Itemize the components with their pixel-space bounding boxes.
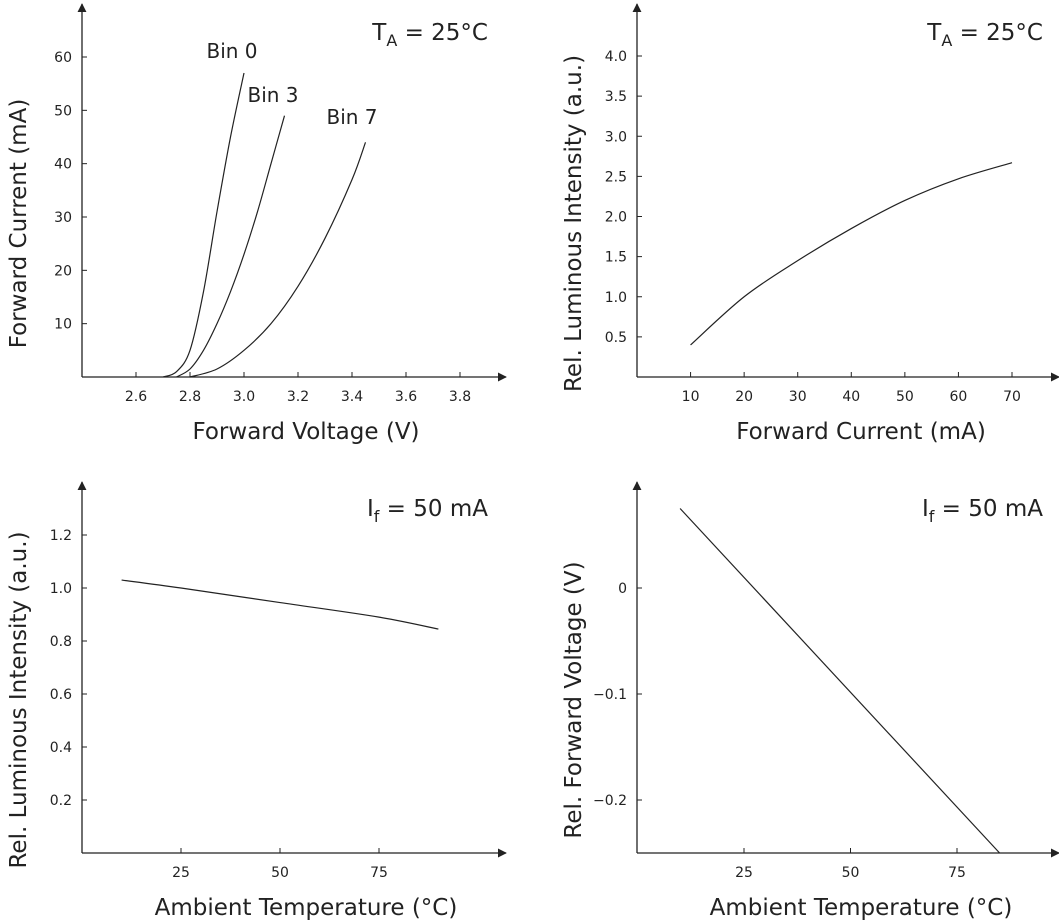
- y-tick-label: 1.0: [605, 290, 627, 306]
- x-tick-label: 60: [950, 389, 968, 405]
- y-tick-label: 1.5: [605, 250, 627, 266]
- y-tick-label: 10: [54, 317, 72, 333]
- chart-panel-4: 25 50 75 −0.2 −0.1 0 Ambient Temperature (°C) R…: [561, 481, 1059, 921]
- chart-panel-3: 25 50 75 0.2 0.4 0.6 0.8 1.0 1.2 Ambient Temperat…: [6, 481, 507, 921]
- x-axis-label: Ambient Temperature (°C): [710, 895, 1013, 921]
- y-tick-label: 0: [618, 581, 627, 597]
- y-tick-label: 4.0: [605, 49, 627, 65]
- y-tick-label: 0.5: [605, 330, 627, 346]
- chart-panel-1: 2.6 2.8 3.0 3.2 3.4 3.6 3.8 10 20 30 40 50 60 Forward…: [6, 3, 507, 445]
- y-tick-label: −0.2: [593, 793, 627, 809]
- y-axis-label: Rel. Luminous Intensity (a.u.): [6, 531, 32, 868]
- x-tick-label: 2.8: [179, 389, 201, 405]
- x-tick-label: 50: [271, 865, 289, 881]
- x-tick-label: 3.2: [287, 389, 309, 405]
- y-tick-label: −0.1: [593, 687, 627, 703]
- x-tick-label: 75: [370, 865, 388, 881]
- x-tick-label: 70: [1003, 389, 1021, 405]
- x-tick-label: 3.0: [233, 389, 255, 405]
- y-tick-label: 1.0: [50, 581, 72, 597]
- series-label: Bin 3: [247, 83, 298, 107]
- x-tick-label: 10: [682, 389, 700, 405]
- x-tick-label: 30: [789, 389, 807, 405]
- series-label: Bin 7: [326, 105, 377, 129]
- x-tick-label: 40: [842, 389, 860, 405]
- x-tick-label: 3.8: [449, 389, 471, 405]
- condition-annotation: If = 50 mA: [922, 496, 1043, 526]
- x-tick-label: 50: [842, 865, 860, 881]
- x-tick-label: 75: [948, 865, 966, 881]
- series-label: Bin 0: [206, 39, 257, 63]
- x-axis-label: Ambient Temperature (°C): [155, 895, 458, 921]
- y-tick-label: 0.4: [50, 740, 72, 756]
- y-axis-label: Rel. Luminous Intensity (a.u.): [561, 55, 587, 392]
- series-line-1: [121, 579, 439, 630]
- y-tick-label: 0.6: [50, 687, 72, 703]
- y-tick-label: 60: [54, 50, 72, 66]
- y-tick-label: 1.2: [50, 528, 72, 544]
- y-tick-label: 3.0: [605, 129, 627, 145]
- series-line-1: [679, 508, 1001, 854]
- series-line-3: [189, 142, 367, 378]
- chart-panel-2: 10 20 30 40 50 60 70 0.5 1.0 1.5 2.0 2.5 3.0 3.5 4.0 Fo…: [561, 3, 1059, 445]
- series-line-1: [690, 162, 1013, 346]
- y-axis-label: Forward Current (mA): [6, 99, 32, 349]
- y-tick-label: 2.5: [605, 169, 627, 185]
- x-tick-label: 2.6: [125, 389, 147, 405]
- series-line-1: [162, 72, 245, 378]
- y-tick-label: 0.8: [50, 634, 72, 650]
- y-tick-label: 3.5: [605, 89, 627, 105]
- x-tick-label: 25: [735, 865, 753, 881]
- x-axis-label: Forward Voltage (V): [192, 419, 419, 445]
- y-tick-label: 20: [54, 263, 72, 279]
- x-tick-label: 3.4: [341, 389, 363, 405]
- condition-annotation: TA = 25°C: [926, 20, 1043, 50]
- series-line-2: [176, 115, 286, 378]
- y-axis-label: Rel. Forward Voltage (V): [561, 561, 587, 838]
- y-tick-label: 50: [54, 103, 72, 119]
- x-tick-label: 20: [735, 389, 753, 405]
- x-tick-label: 25: [172, 865, 190, 881]
- condition-annotation: TA = 25°C: [371, 20, 488, 50]
- y-tick-label: 30: [54, 210, 72, 226]
- y-tick-label: 40: [54, 157, 72, 173]
- x-axis-label: Forward Current (mA): [736, 419, 986, 445]
- x-tick-label: 50: [896, 389, 914, 405]
- y-tick-label: 2.0: [605, 210, 627, 226]
- y-tick-label: 0.2: [50, 793, 72, 809]
- x-tick-label: 3.6: [395, 389, 417, 405]
- condition-annotation: If = 50 mA: [367, 496, 488, 526]
